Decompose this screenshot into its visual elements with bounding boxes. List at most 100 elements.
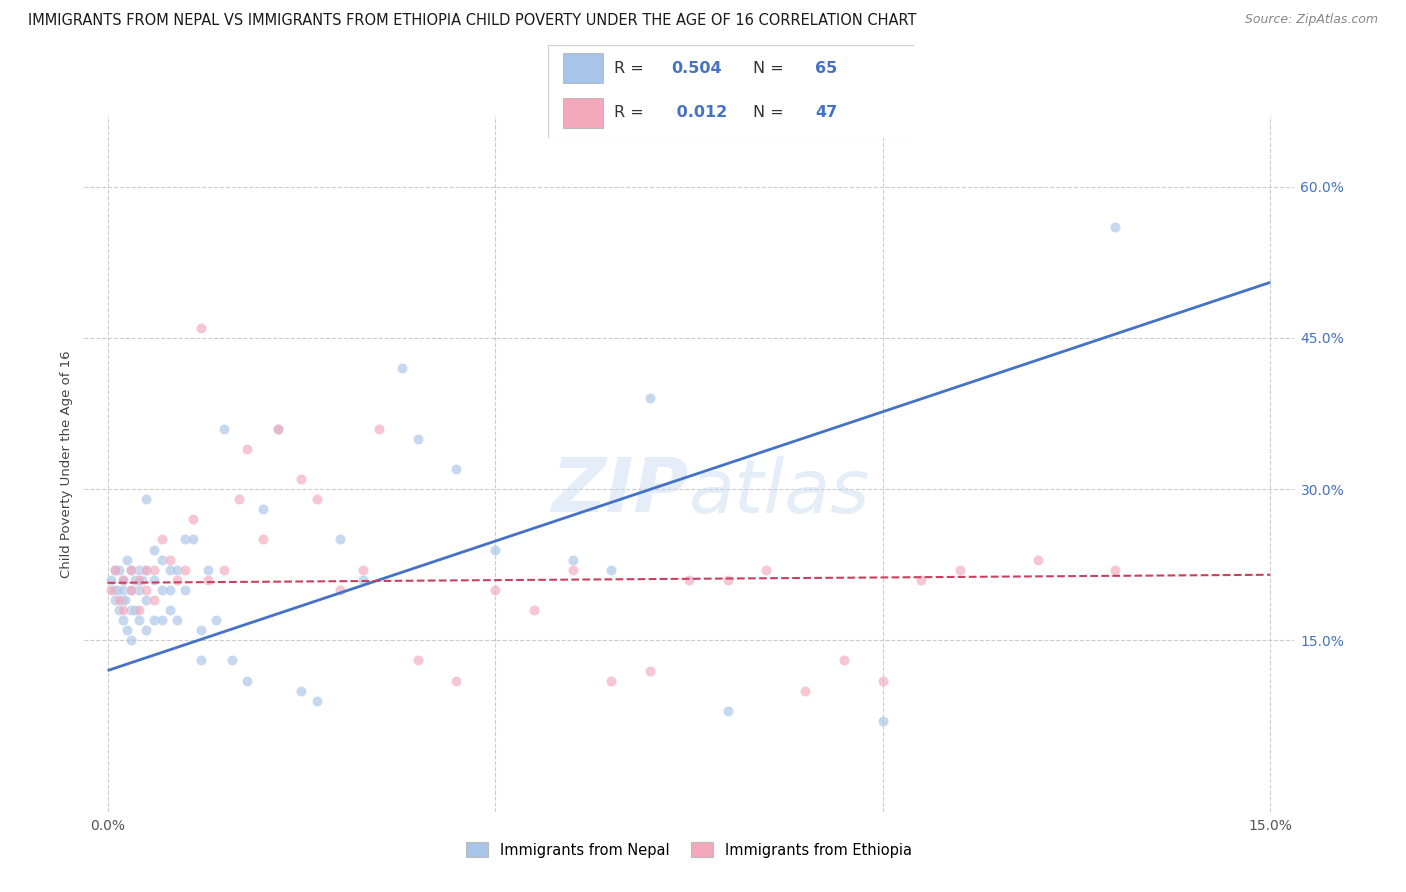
Point: [236, 673, 259, 688]
Point: [159, 552, 181, 566]
Point: [832, 653, 855, 667]
Point: [108, 603, 131, 617]
Point: [100, 582, 122, 597]
Point: [103, 582, 125, 597]
Point: [872, 673, 894, 688]
Text: 0.012: 0.012: [671, 105, 727, 120]
Point: [115, 552, 138, 566]
Point: [352, 563, 374, 577]
Point: [755, 563, 778, 577]
Point: [112, 573, 135, 587]
Point: [305, 694, 328, 708]
Point: [1026, 552, 1049, 566]
Point: [128, 613, 150, 627]
Point: [174, 563, 197, 577]
Point: [112, 573, 135, 587]
Text: 47: 47: [815, 105, 838, 120]
Point: [120, 633, 142, 648]
Point: [717, 704, 740, 718]
Point: [115, 624, 138, 638]
Point: [1104, 219, 1126, 234]
Point: [135, 624, 157, 638]
Point: [150, 613, 173, 627]
Point: [108, 563, 131, 577]
Point: [197, 563, 219, 577]
Point: [290, 683, 312, 698]
Point: [128, 563, 150, 577]
Point: [135, 492, 157, 507]
Point: [120, 603, 142, 617]
Point: [143, 593, 166, 607]
Point: [910, 573, 932, 587]
Point: [135, 563, 157, 577]
Point: [166, 563, 188, 577]
Text: 0.504: 0.504: [671, 61, 721, 76]
Point: [159, 563, 181, 577]
Point: [159, 582, 181, 597]
Point: [131, 573, 153, 587]
Point: [159, 603, 181, 617]
Point: [205, 613, 228, 627]
Point: [446, 462, 468, 476]
Point: [128, 573, 150, 587]
Text: atlas: atlas: [689, 456, 870, 528]
Text: N =: N =: [754, 105, 789, 120]
Text: R =: R =: [614, 105, 650, 120]
Point: [305, 492, 328, 507]
Point: [212, 421, 235, 435]
Point: [104, 563, 127, 577]
Point: [135, 582, 157, 597]
Point: [112, 613, 135, 627]
Point: [561, 552, 583, 566]
Text: IMMIGRANTS FROM NEPAL VS IMMIGRANTS FROM ETHIOPIA CHILD POVERTY UNDER THE AGE OF: IMMIGRANTS FROM NEPAL VS IMMIGRANTS FROM…: [28, 13, 917, 29]
Point: [174, 582, 197, 597]
Point: [112, 603, 135, 617]
Point: [120, 563, 142, 577]
Point: [1104, 563, 1126, 577]
Point: [174, 533, 197, 547]
Point: [190, 624, 212, 638]
Point: [228, 492, 250, 507]
Point: [290, 472, 312, 486]
Point: [190, 653, 212, 667]
Point: [104, 593, 127, 607]
Point: [150, 552, 173, 566]
Point: [252, 533, 274, 547]
Point: [638, 392, 661, 406]
Point: [197, 573, 219, 587]
Point: [120, 563, 142, 577]
Point: [367, 421, 389, 435]
Text: ZIP: ZIP: [551, 455, 689, 528]
Point: [112, 582, 135, 597]
Point: [120, 582, 142, 597]
Point: [108, 593, 131, 607]
Legend: Immigrants from Nepal, Immigrants from Ethiopia: Immigrants from Nepal, Immigrants from E…: [460, 837, 918, 863]
Point: [267, 421, 290, 435]
Point: [949, 563, 972, 577]
Text: R =: R =: [614, 61, 650, 76]
Point: [267, 421, 290, 435]
Point: [523, 603, 546, 617]
Point: [406, 653, 429, 667]
Point: [329, 582, 352, 597]
Point: [329, 533, 352, 547]
Point: [484, 582, 506, 597]
Point: [190, 320, 212, 334]
Point: [105, 582, 128, 597]
Point: [221, 653, 243, 667]
Point: [794, 683, 817, 698]
Point: [128, 582, 150, 597]
Point: [120, 582, 142, 597]
Y-axis label: Child Poverty Under the Age of 16: Child Poverty Under the Age of 16: [60, 350, 73, 578]
Point: [181, 512, 204, 526]
Text: N =: N =: [754, 61, 789, 76]
Point: [406, 432, 429, 446]
Point: [561, 563, 583, 577]
Point: [638, 664, 661, 678]
Point: [600, 673, 623, 688]
Point: [150, 533, 173, 547]
Point: [352, 573, 374, 587]
Point: [600, 563, 623, 577]
Point: [124, 573, 146, 587]
Point: [143, 563, 166, 577]
